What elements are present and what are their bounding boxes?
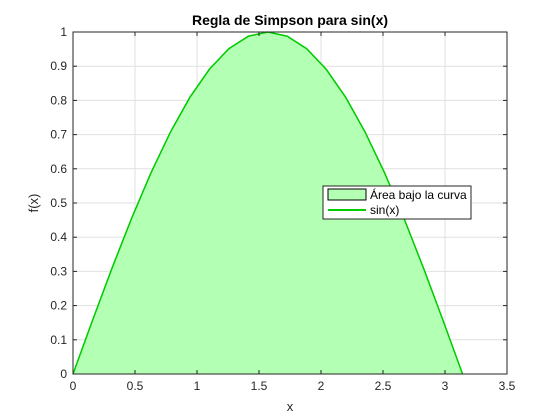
y-tick-label: 0.9: [50, 59, 67, 73]
x-tick-label: 1.5: [251, 379, 268, 393]
x-tick-label: 3: [442, 379, 449, 393]
tick-labels: 0 0.5 1 1.5 2 2.5 3 3.5 0 0.1 0.2 0.3 0.4 0.5 0.6 0.7 0.…: [50, 25, 515, 393]
ticks: [72, 31, 508, 375]
y-tick-label: 1: [60, 25, 67, 39]
legend-label-area: Área bajo la curva: [370, 187, 467, 202]
y-tick-label: 0.6: [50, 162, 67, 176]
y-tick-label: 0.5: [50, 196, 67, 210]
y-tick-label: 0: [60, 367, 67, 381]
y-tick-label: 0.1: [50, 333, 67, 347]
y-tick-label: 0.4: [50, 230, 67, 244]
x-tick-label: 0: [70, 379, 77, 393]
legend-swatch-area: [327, 188, 367, 201]
x-tick-label: 0.5: [127, 379, 144, 393]
legend-label-line: sin(x): [370, 203, 399, 217]
y-tick-label: 0.3: [50, 264, 67, 278]
x-tick-label: 2.5: [375, 379, 392, 393]
x-tick-label: 1: [194, 379, 201, 393]
x-axis-label: x: [287, 399, 294, 414]
legend: Área bajo la curva sin(x): [322, 185, 472, 220]
y-tick-label: 0.2: [50, 299, 67, 313]
y-tick-label: 0.8: [50, 93, 67, 107]
x-tick-label: 2: [318, 379, 325, 393]
y-tick-label: 0.7: [50, 128, 67, 142]
y-axis-label: f(x): [26, 194, 41, 213]
chart-title: Regla de Simpson para sin(x): [192, 12, 388, 28]
x-tick-label: 3.5: [499, 379, 516, 393]
